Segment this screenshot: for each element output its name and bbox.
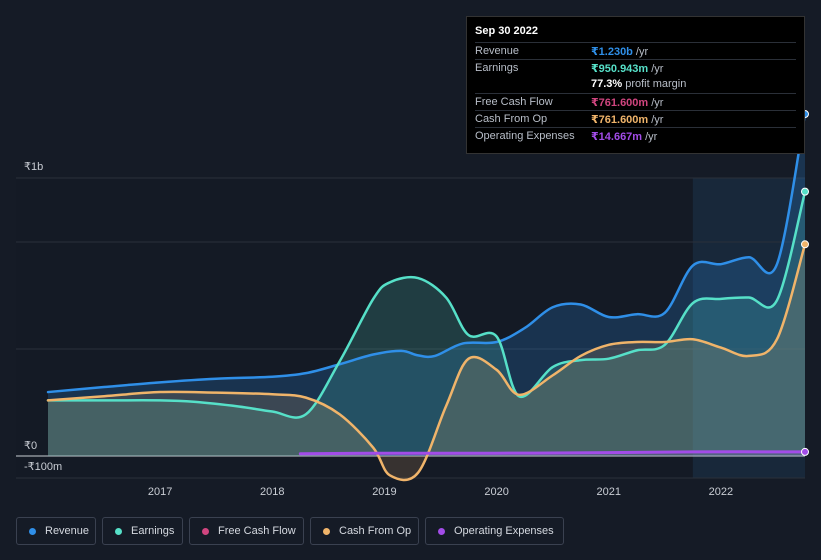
legend-item-cash-from-op[interactable]: Cash From Op — [310, 517, 419, 545]
tooltip-row-unit: /yr — [651, 114, 664, 126]
legend-item-earnings[interactable]: Earnings — [102, 517, 183, 545]
tooltip-row-value-wrap: ₹761.600m/yr — [591, 113, 663, 126]
series-end-marker — [801, 240, 809, 249]
tooltip-row-value-wrap: 77.3% profit margin — [591, 78, 686, 90]
tooltip: Sep 30 2022 Revenue ₹1.230b/yr Earnings ₹95… — [466, 16, 805, 154]
tooltip-row-unit: /yr — [635, 46, 649, 58]
legend-item-free-cash-flow[interactable]: Free Cash Flow — [189, 517, 304, 545]
tooltip-row-value: ₹14.667m — [591, 131, 643, 143]
series-end-marker — [801, 187, 809, 196]
series-line-revenue — [46, 112, 807, 394]
tooltip-row-unit: /yr — [645, 131, 658, 143]
series-end-marker — [801, 447, 809, 456]
tooltip-row-value-wrap: ₹14.667m/yr — [591, 130, 657, 143]
y-tick-label: ₹0 — [24, 440, 37, 452]
tooltip-row-value: ₹761.600m — [591, 97, 649, 109]
legend-dot-icon — [323, 528, 330, 535]
series-line-operating-expenses — [298, 450, 807, 456]
x-tick-label: 2017 — [148, 486, 172, 498]
legend-item-operating-expenses[interactable]: Operating Expenses — [425, 517, 564, 545]
legend-dot-icon — [115, 528, 122, 535]
y-tick-label: ₹1b — [24, 161, 43, 173]
x-tick-label: 2019 — [372, 486, 396, 498]
tooltip-row: Cash From Op ₹761.600m/yr — [475, 110, 796, 128]
legend-dot-icon — [29, 528, 36, 535]
legend-dot-icon — [202, 528, 209, 535]
tooltip-row-value: ₹1.230b — [591, 46, 633, 58]
tooltip-row: Operating Expenses ₹14.667m/yr — [475, 127, 796, 145]
legend-dot-icon — [438, 528, 445, 535]
x-tick-label: 2020 — [484, 486, 508, 498]
y-tick-label: -₹100m — [24, 461, 62, 473]
legend-label: Revenue — [45, 525, 90, 537]
tooltip-row: Free Cash Flow ₹761.600m/yr — [475, 93, 796, 111]
tooltip-row: Revenue ₹1.230b/yr — [475, 42, 796, 60]
tooltip-row-value: ₹761.600m — [591, 114, 649, 126]
tooltip-row-unit: /yr — [651, 97, 664, 109]
tooltip-row-label: Free Cash Flow — [475, 96, 553, 108]
tooltip-row-value-wrap: ₹950.943m/yr — [591, 62, 663, 75]
tooltip-row-value-wrap: ₹761.600m/yr — [591, 96, 663, 109]
legend-item-revenue[interactable]: Revenue — [16, 517, 96, 545]
x-tick-label: 2021 — [596, 486, 620, 498]
x-tick-label: 2022 — [709, 486, 733, 498]
tooltip-row-label: Cash From Op — [475, 113, 548, 125]
tooltip-row: 77.3% profit margin — [475, 76, 796, 93]
tooltip-row-unit: /yr — [651, 63, 664, 75]
tooltip-date: Sep 30 2022 — [475, 25, 538, 37]
plot-background — [16, 178, 805, 478]
series-area-earnings — [48, 191, 805, 456]
series-area-revenue — [48, 114, 805, 456]
tooltip-row-label: Earnings — [475, 62, 519, 74]
legend-label: Earnings — [131, 525, 175, 537]
tooltip-row: Earnings ₹950.943m/yr — [475, 59, 796, 77]
tooltip-row-value: 77.3% — [591, 78, 623, 90]
tooltip-row-value-wrap: ₹1.230b/yr — [591, 45, 648, 58]
legend-label: Operating Expenses — [454, 525, 554, 537]
chart-canvas: ₹1b ₹0 -₹100m 2017 2018 2019 2020 2021 2022 — [16, 110, 809, 498]
series-line-earnings — [46, 190, 807, 419]
tooltip-row-unit: profit margin — [625, 78, 687, 90]
legend-label: Free Cash Flow — [218, 525, 296, 537]
tooltip-row-label: Revenue — [475, 45, 520, 57]
series-area-cash-from-op — [48, 244, 805, 480]
legend-label: Cash From Op — [339, 525, 412, 537]
tooltip-row-label: Operating Expenses — [475, 130, 575, 142]
tooltip-row-value: ₹950.943m — [591, 63, 649, 75]
x-tick-label: 2018 — [260, 486, 284, 498]
series-line-cash-from-op — [46, 243, 807, 482]
